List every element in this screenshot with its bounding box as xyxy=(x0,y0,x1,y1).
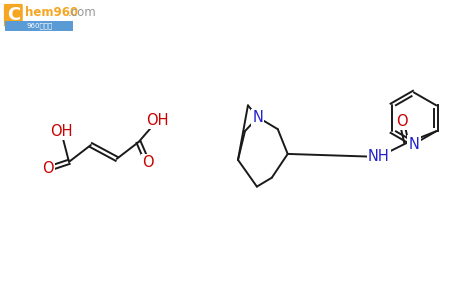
Text: O: O xyxy=(396,114,407,129)
Text: NH: NH xyxy=(368,149,390,164)
FancyBboxPatch shape xyxy=(4,4,23,27)
Text: .com: .com xyxy=(68,6,97,19)
Text: N: N xyxy=(253,110,264,125)
Text: O: O xyxy=(42,161,54,176)
Text: O: O xyxy=(142,155,154,170)
FancyBboxPatch shape xyxy=(5,21,73,31)
Text: OH: OH xyxy=(50,124,73,139)
Text: C: C xyxy=(7,6,20,24)
Text: OH: OH xyxy=(146,113,169,128)
Text: 960化工网: 960化工网 xyxy=(26,23,52,30)
Text: hem960: hem960 xyxy=(25,6,78,19)
Text: N: N xyxy=(409,137,419,151)
